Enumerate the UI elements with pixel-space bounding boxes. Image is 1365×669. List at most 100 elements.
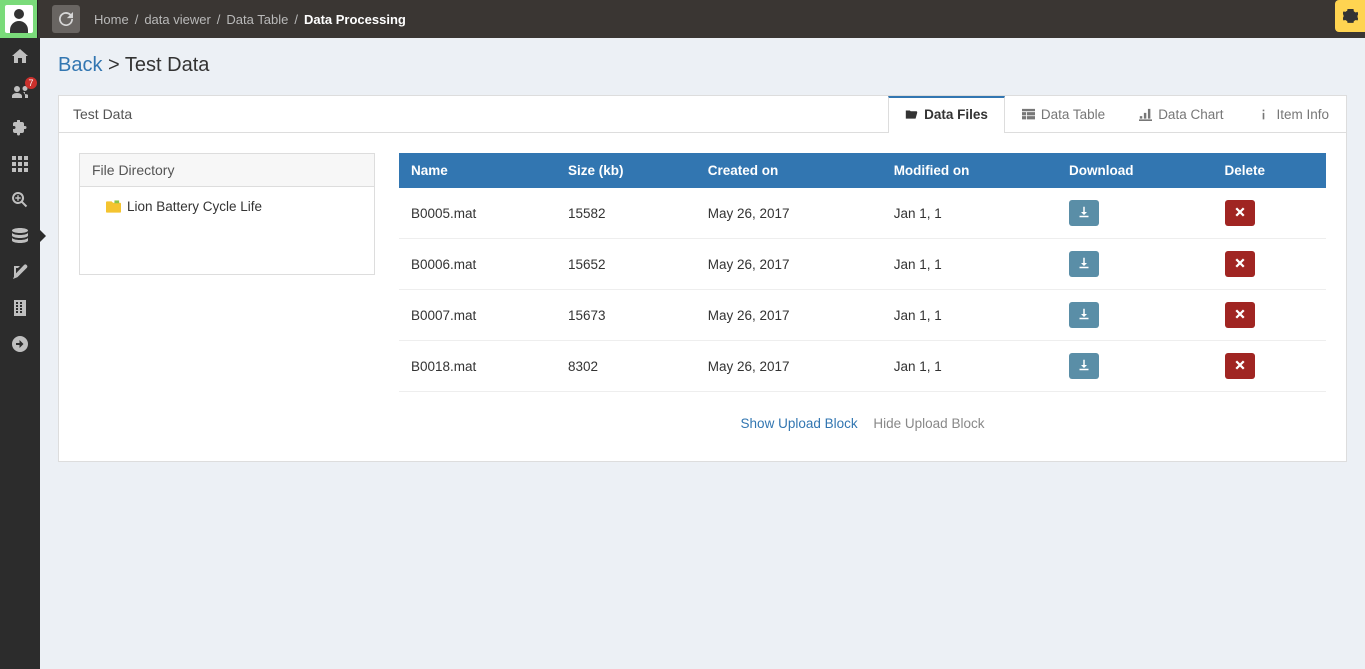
close-icon bbox=[1234, 257, 1246, 272]
cell-created: May 26, 2017 bbox=[696, 290, 882, 341]
breadcrumb: Home / data viewer / Data Table / Data P… bbox=[94, 12, 406, 27]
tab-data-chart[interactable]: Data Chart bbox=[1122, 96, 1240, 132]
close-icon bbox=[1234, 359, 1246, 374]
th-delete: Delete bbox=[1213, 153, 1326, 188]
data-table: Name Size (kb) Created on Modified on Do… bbox=[399, 153, 1326, 392]
title-sep: > bbox=[102, 54, 124, 76]
cell-name: B0007.mat bbox=[399, 290, 556, 341]
data-table-wrap: Name Size (kb) Created on Modified on Do… bbox=[399, 153, 1326, 441]
cell-name: B0005.mat bbox=[399, 188, 556, 239]
settings-button[interactable] bbox=[1335, 0, 1365, 32]
sidebar-item-edit[interactable] bbox=[0, 254, 40, 290]
delete-button[interactable] bbox=[1225, 353, 1255, 379]
folder-icon bbox=[106, 200, 121, 214]
cell-name: B0006.mat bbox=[399, 239, 556, 290]
table-row: B0006.mat15652May 26, 2017Jan 1, 1 bbox=[399, 239, 1326, 290]
th-modified: Modified on bbox=[882, 153, 1057, 188]
hide-upload-link[interactable]: Hide Upload Block bbox=[873, 416, 984, 431]
sidebar-item-building[interactable] bbox=[0, 290, 40, 326]
tab-label: Item Info bbox=[1276, 107, 1329, 122]
tab-label: Data Chart bbox=[1158, 107, 1223, 122]
cell-created: May 26, 2017 bbox=[696, 239, 882, 290]
topbar: Home / data viewer / Data Table / Data P… bbox=[0, 0, 1365, 38]
upload-links: Show Upload Block Hide Upload Block bbox=[399, 392, 1326, 441]
cell-size: 15673 bbox=[556, 290, 696, 341]
sidebar-item-plugins[interactable] bbox=[0, 110, 40, 146]
th-name: Name bbox=[399, 153, 556, 188]
tabs: Data Files Data Table Data Chart Item In… bbox=[888, 96, 1346, 132]
panel-title: Test Data bbox=[59, 96, 888, 132]
cell-size: 15652 bbox=[556, 239, 696, 290]
building-icon bbox=[12, 300, 28, 316]
back-link[interactable]: Back bbox=[58, 54, 102, 76]
title-text: Test Data bbox=[125, 54, 209, 76]
cell-name: B0018.mat bbox=[399, 341, 556, 392]
table-row: B0007.mat15673May 26, 2017Jan 1, 1 bbox=[399, 290, 1326, 341]
panel: Test Data Data Files Data Table Data Cha… bbox=[58, 95, 1347, 462]
delete-button[interactable] bbox=[1225, 302, 1255, 328]
cell-size: 8302 bbox=[556, 341, 696, 392]
breadcrumb-sep: / bbox=[294, 12, 298, 27]
download-button[interactable] bbox=[1069, 302, 1099, 328]
tab-data-files[interactable]: Data Files bbox=[888, 96, 1005, 133]
th-created: Created on bbox=[696, 153, 882, 188]
puzzle-icon bbox=[12, 120, 28, 136]
panel-body: File Directory Lion Battery Cycle Life N… bbox=[59, 133, 1346, 461]
tree-item-root[interactable]: Lion Battery Cycle Life bbox=[106, 199, 364, 214]
close-icon bbox=[1234, 308, 1246, 323]
breadcrumb-home[interactable]: Home bbox=[94, 12, 129, 27]
sidebar-item-grid[interactable] bbox=[0, 146, 40, 182]
cell-modified: Jan 1, 1 bbox=[882, 290, 1057, 341]
sidebar-item-zoom[interactable] bbox=[0, 182, 40, 218]
zoom-in-icon bbox=[12, 192, 28, 208]
chart-icon bbox=[1139, 108, 1152, 121]
cell-size: 15582 bbox=[556, 188, 696, 239]
file-directory-heading: File Directory bbox=[80, 154, 374, 187]
table-row: B0005.mat15582May 26, 2017Jan 1, 1 bbox=[399, 188, 1326, 239]
tab-data-table[interactable]: Data Table bbox=[1005, 96, 1122, 132]
download-button[interactable] bbox=[1069, 251, 1099, 277]
edit-icon bbox=[12, 264, 28, 280]
sidebar-item-forward[interactable] bbox=[0, 326, 40, 362]
breadcrumb-sep: / bbox=[135, 12, 139, 27]
download-button[interactable] bbox=[1069, 353, 1099, 379]
arrow-right-circle-icon bbox=[12, 336, 28, 352]
tab-label: Data Table bbox=[1041, 107, 1105, 122]
folder-open-icon bbox=[905, 108, 918, 121]
table-icon bbox=[1022, 108, 1035, 121]
download-icon bbox=[1078, 257, 1090, 272]
download-icon bbox=[1078, 359, 1090, 374]
cell-created: May 26, 2017 bbox=[696, 188, 882, 239]
download-icon bbox=[1078, 206, 1090, 221]
show-upload-link[interactable]: Show Upload Block bbox=[741, 416, 858, 431]
avatar-icon bbox=[5, 5, 33, 33]
table-row: B0018.mat8302May 26, 2017Jan 1, 1 bbox=[399, 341, 1326, 392]
breadcrumb-datatable[interactable]: Data Table bbox=[226, 12, 288, 27]
delete-button[interactable] bbox=[1225, 251, 1255, 277]
users-badge: 7 bbox=[25, 77, 37, 89]
gear-icon bbox=[1343, 9, 1358, 24]
avatar[interactable] bbox=[0, 0, 38, 38]
th-size: Size (kb) bbox=[556, 153, 696, 188]
breadcrumb-current: Data Processing bbox=[304, 12, 406, 27]
cell-modified: Jan 1, 1 bbox=[882, 188, 1057, 239]
sidebar-item-users[interactable]: 7 bbox=[0, 74, 40, 110]
tab-item-info[interactable]: Item Info bbox=[1240, 96, 1346, 132]
delete-button[interactable] bbox=[1225, 200, 1255, 226]
th-download: Download bbox=[1057, 153, 1213, 188]
refresh-icon bbox=[59, 12, 73, 26]
home-icon bbox=[12, 48, 28, 64]
cell-created: May 26, 2017 bbox=[696, 341, 882, 392]
main: Back > Test Data Test Data Data Files Da… bbox=[40, 38, 1365, 669]
cell-modified: Jan 1, 1 bbox=[882, 341, 1057, 392]
sidebar: 7 bbox=[0, 38, 40, 669]
download-button[interactable] bbox=[1069, 200, 1099, 226]
breadcrumb-sep: / bbox=[217, 12, 221, 27]
sidebar-item-home[interactable] bbox=[0, 38, 40, 74]
grid-icon bbox=[12, 156, 28, 172]
refresh-button[interactable] bbox=[52, 5, 80, 33]
info-icon bbox=[1257, 108, 1270, 121]
tab-label: Data Files bbox=[924, 107, 988, 122]
breadcrumb-dataviewer[interactable]: data viewer bbox=[144, 12, 210, 27]
sidebar-item-database[interactable] bbox=[0, 218, 40, 254]
